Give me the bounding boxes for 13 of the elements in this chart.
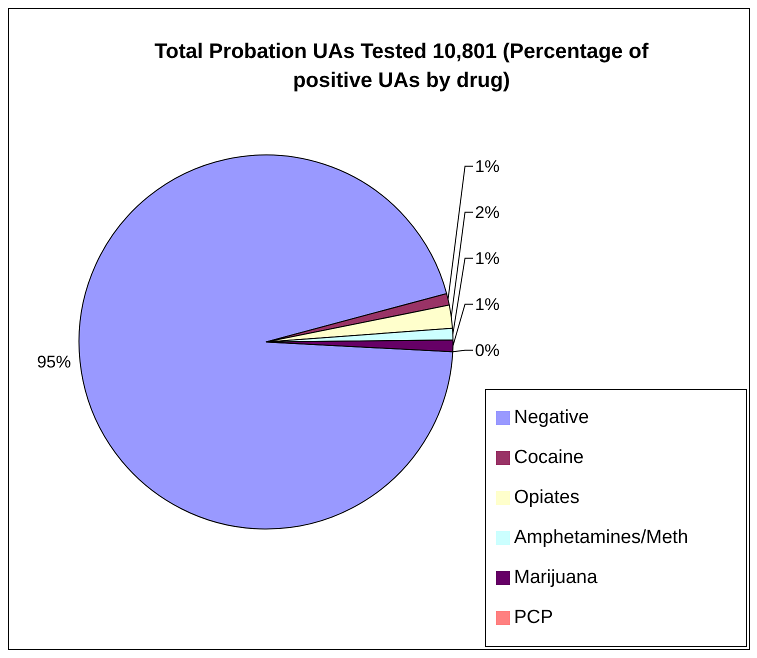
- legend-label: Cocaine: [514, 447, 584, 468]
- legend-label: Opiates: [514, 487, 580, 508]
- chart-title: Total Probation UAs Tested 10,801 (Percentage of positive UAs by drug): [153, 39, 650, 94]
- legend-label: PCP: [514, 607, 554, 628]
- data-label: 95%: [36, 352, 71, 372]
- data-label: 2%: [475, 203, 500, 222]
- legend-label: Marijuana: [514, 567, 598, 588]
- text: 0%: [475, 341, 500, 360]
- data-label: 1%: [475, 157, 500, 176]
- legend-label: Amphetamines/Meth: [514, 527, 688, 548]
- data-label: 1%: [475, 295, 500, 314]
- legend-label: Negative: [514, 407, 589, 428]
- data-label: 1%: [475, 249, 500, 268]
